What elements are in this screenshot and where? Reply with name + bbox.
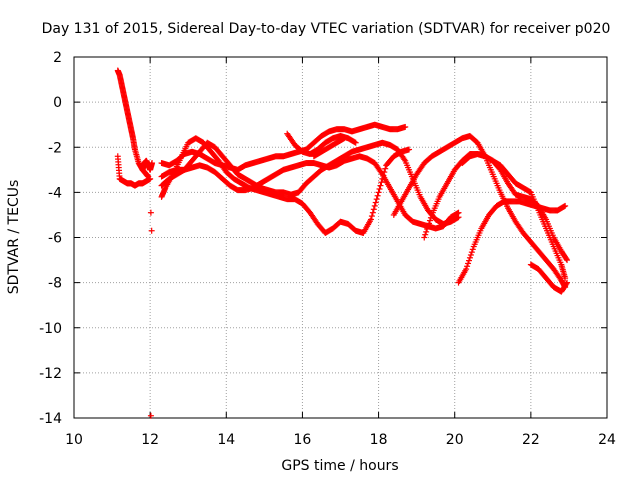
data-point <box>147 209 154 216</box>
x-tick-label: 18 <box>370 432 388 448</box>
data-point <box>562 202 569 209</box>
y-tick-label: -4 <box>48 185 62 201</box>
data-point <box>564 279 571 286</box>
y-tick-label: -6 <box>48 231 62 247</box>
y-tick-label: -14 <box>39 411 62 427</box>
data-point <box>370 206 377 213</box>
data-point <box>423 228 430 235</box>
data-point <box>147 412 154 419</box>
data-point <box>563 255 570 262</box>
data-point <box>406 146 413 153</box>
x-tick-label: 24 <box>598 432 616 448</box>
data-point <box>147 175 154 182</box>
x-tick-label: 22 <box>522 432 540 448</box>
data-point <box>465 260 472 267</box>
data-point <box>368 213 375 220</box>
y-axis-label: SDTVAR / TECUs <box>6 180 22 295</box>
x-tick-label: 20 <box>446 432 464 448</box>
data-point <box>421 234 428 241</box>
data-point <box>372 199 379 206</box>
data-point <box>148 227 155 234</box>
data-point <box>455 214 462 221</box>
data-point <box>426 217 433 224</box>
data-point <box>425 223 432 230</box>
data-point <box>402 123 409 130</box>
data-point <box>424 226 431 233</box>
data-point <box>374 192 381 199</box>
data-point <box>375 189 382 196</box>
data-point <box>467 251 474 258</box>
data-point <box>464 263 471 270</box>
data-point <box>426 220 433 227</box>
data-point <box>367 216 374 223</box>
data-point <box>562 275 569 282</box>
x-tick-label: 16 <box>294 432 312 448</box>
y-tick-label: -2 <box>48 140 62 156</box>
data-point <box>352 139 359 146</box>
data-point <box>376 185 383 192</box>
y-tick-label: 0 <box>53 95 62 111</box>
data-point <box>427 214 434 221</box>
data-point <box>377 182 384 189</box>
data-point <box>468 249 475 256</box>
x-axis-label: GPS time / hours <box>281 458 398 474</box>
data-point <box>469 246 476 253</box>
data-point <box>463 266 470 273</box>
chart-title: Day 131 of 2015, Sidereal Day-to-day VTE… <box>42 21 611 37</box>
x-tick-label: 14 <box>217 432 235 448</box>
data-point <box>466 254 473 261</box>
data-point <box>371 202 378 209</box>
data-point <box>382 165 389 172</box>
y-tick-label: -12 <box>39 366 62 382</box>
data-point <box>149 160 156 167</box>
data-point <box>422 231 429 238</box>
data-point <box>563 280 570 287</box>
data-point <box>564 257 571 264</box>
data-point <box>373 196 380 203</box>
y-tick-label: 2 <box>53 50 62 66</box>
x-tick-label: 12 <box>141 432 159 448</box>
data-points <box>114 67 571 419</box>
data-point <box>369 209 376 216</box>
grid <box>74 57 607 418</box>
x-tick-label: 10 <box>65 432 83 448</box>
y-tick-label: -10 <box>39 321 62 337</box>
y-tick-label: -8 <box>48 276 62 292</box>
data-point <box>465 257 472 264</box>
data-point <box>378 179 385 186</box>
data-point <box>341 135 348 142</box>
